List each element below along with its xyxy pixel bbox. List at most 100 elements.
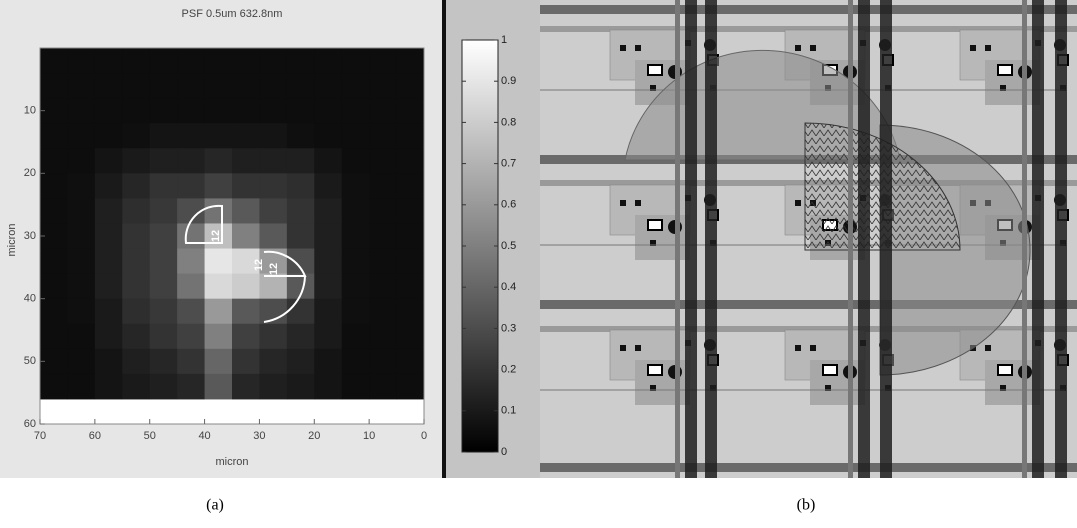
heatmap-cell	[122, 274, 150, 300]
heatmap-cell	[40, 324, 68, 350]
annotation-label: 12	[268, 263, 280, 275]
heatmap-cell	[67, 374, 95, 400]
heatmap-cell	[150, 249, 178, 275]
poly-line	[858, 0, 870, 478]
heatmap-cell	[342, 223, 370, 249]
heatmap-cell	[150, 349, 178, 375]
colorbar-tick-label: 0.1	[501, 405, 516, 417]
heatmap-cell	[342, 123, 370, 149]
heatmap-cell	[397, 324, 425, 350]
heatmap-cell	[205, 324, 233, 350]
heatmap-cell	[177, 148, 205, 174]
heatmap-cell	[232, 374, 260, 400]
heatmap-cell	[287, 73, 315, 99]
y-tick-label: 10	[24, 105, 36, 117]
heatmap-cell	[67, 123, 95, 149]
heatmap-cell	[95, 123, 123, 149]
heatmap-cell	[259, 73, 287, 99]
heatmap-cell	[232, 324, 260, 350]
heatmap-cell	[177, 374, 205, 400]
heatmap-cell	[287, 148, 315, 174]
colorbar-tick-label: 0	[501, 446, 507, 458]
heatmap-cell	[232, 73, 260, 99]
heatmap-cell	[287, 223, 315, 249]
heatmap-cell	[67, 223, 95, 249]
heatmap-cell	[40, 148, 68, 174]
heatmap-cell	[314, 48, 342, 74]
heatmap-cell	[287, 98, 315, 124]
heatmap-cell	[177, 98, 205, 124]
square	[985, 45, 991, 51]
poly-line	[675, 0, 680, 478]
heatmap-cell	[95, 324, 123, 350]
heatmap-cell	[397, 148, 425, 174]
heatmap-cell	[342, 274, 370, 300]
heatmap-cell	[369, 73, 397, 99]
heatmap-cell	[150, 123, 178, 149]
heatmap-cell	[287, 48, 315, 74]
heatmap-cell	[342, 374, 370, 400]
heatmap-cell	[287, 374, 315, 400]
square	[810, 345, 816, 351]
heatmap-cell	[314, 324, 342, 350]
heatmap-cell	[369, 249, 397, 275]
y-tick-label: 20	[24, 167, 36, 179]
heatmap-cell	[150, 374, 178, 400]
heatmap-cell	[40, 173, 68, 199]
heatmap-cell	[232, 223, 260, 249]
poly-line	[1022, 0, 1027, 478]
square	[795, 200, 801, 206]
y-tick-label: 50	[24, 355, 36, 367]
caption-b: (b)	[797, 497, 816, 514]
contact	[823, 365, 837, 375]
heatmap-cell	[259, 223, 287, 249]
heatmap-cell	[122, 123, 150, 149]
heatmap-cell	[342, 73, 370, 99]
heatmap-cell	[122, 249, 150, 275]
metal-band	[540, 5, 1077, 14]
heatmap-cell	[369, 148, 397, 174]
heatmap-cell	[287, 173, 315, 199]
heatmap-cell	[259, 374, 287, 400]
heatmap-cell	[342, 198, 370, 224]
heatmap-cell	[259, 173, 287, 199]
heatmap-cell	[122, 98, 150, 124]
y-tick-label: 30	[24, 230, 36, 242]
heatmap-cell	[122, 173, 150, 199]
poly-line	[1055, 0, 1067, 478]
colorbar-tick-label: 1	[501, 34, 507, 46]
heatmap-cell	[95, 274, 123, 300]
heatmap-cell	[342, 148, 370, 174]
heatmap-cell	[369, 173, 397, 199]
heatmap-cell	[40, 48, 68, 74]
heatmap-cell	[287, 198, 315, 224]
heatmap-cell	[232, 123, 260, 149]
heatmap-cell	[95, 73, 123, 99]
heatmap-cell	[259, 148, 287, 174]
heatmap-cell	[205, 274, 233, 300]
heatmap-cell	[369, 324, 397, 350]
heatmap-cell	[150, 198, 178, 224]
square	[985, 345, 991, 351]
heatmap-cell	[150, 98, 178, 124]
heatmap-cell	[95, 374, 123, 400]
heatmap-cell	[95, 299, 123, 325]
heatmap-cell	[397, 123, 425, 149]
heatmap-cell	[369, 374, 397, 400]
y-tick-label: 40	[24, 293, 36, 305]
heatmap-cell	[369, 349, 397, 375]
heatmap-cell	[259, 274, 287, 300]
heatmap-cell	[67, 73, 95, 99]
heatmap-cell	[287, 324, 315, 350]
heatmap-cell	[232, 98, 260, 124]
heatmap-cell	[150, 48, 178, 74]
heatmap-cell	[122, 299, 150, 325]
divider	[442, 0, 446, 478]
heatmap-cell	[342, 249, 370, 275]
heatmap-cell	[95, 198, 123, 224]
heatmap-cell	[122, 48, 150, 74]
heatmap-cell	[150, 274, 178, 300]
x-tick-label: 60	[89, 430, 101, 442]
heatmap-cell	[122, 198, 150, 224]
colorbar	[462, 40, 498, 452]
